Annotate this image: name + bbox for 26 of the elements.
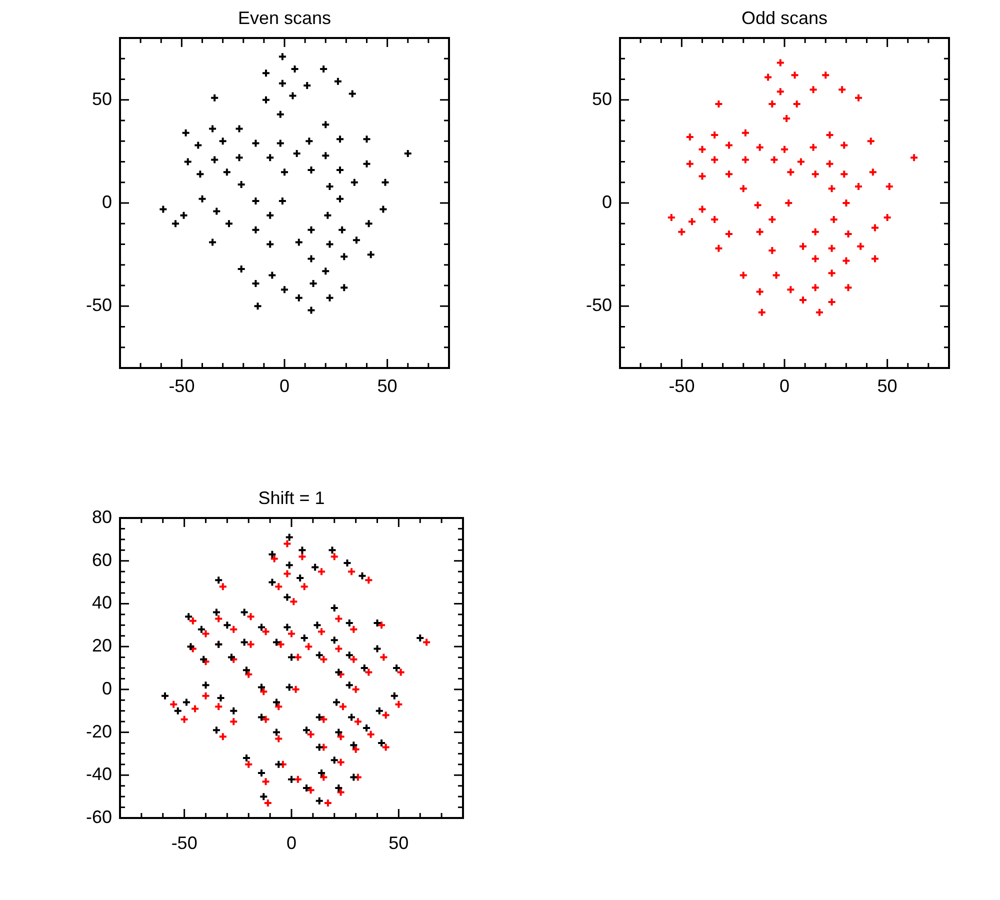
y-tick-label: -40 bbox=[86, 764, 112, 784]
y-tick-label: -50 bbox=[586, 295, 612, 316]
chart-title: Shift = 1 bbox=[258, 488, 325, 508]
y-tick-label: 20 bbox=[92, 636, 112, 656]
y-tick-label: 0 bbox=[602, 192, 612, 212]
chart-title: Even scans bbox=[238, 8, 332, 28]
x-tick-label: 0 bbox=[279, 376, 290, 396]
y-tick-label: 40 bbox=[92, 592, 112, 613]
x-tick-label: 50 bbox=[377, 376, 398, 396]
x-tick-label: -50 bbox=[171, 832, 198, 853]
x-tick-label: -50 bbox=[168, 376, 195, 396]
y-tick-label: 80 bbox=[92, 506, 112, 527]
x-tick-label: -50 bbox=[668, 376, 695, 396]
y-tick-label: -50 bbox=[86, 295, 112, 316]
y-tick-label: 0 bbox=[102, 192, 112, 212]
x-tick-label: 0 bbox=[779, 376, 790, 396]
y-tick-label: -20 bbox=[86, 721, 112, 742]
y-tick-label: 50 bbox=[92, 88, 112, 109]
chart-title: Odd scans bbox=[741, 8, 828, 28]
x-tick-label: 50 bbox=[388, 832, 409, 853]
x-tick-label: 0 bbox=[286, 832, 297, 853]
y-tick-label: 0 bbox=[102, 678, 112, 698]
y-tick-label: 60 bbox=[92, 550, 112, 570]
y-tick-label: -60 bbox=[86, 806, 112, 827]
y-tick-label: 50 bbox=[592, 88, 612, 109]
x-tick-label: 50 bbox=[877, 376, 898, 396]
